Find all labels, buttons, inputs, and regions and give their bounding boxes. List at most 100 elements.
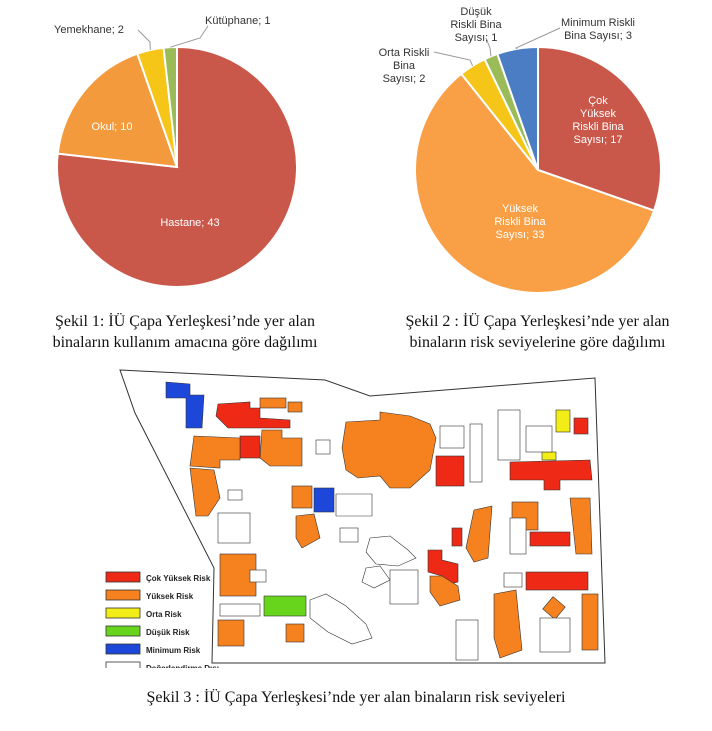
building-high-risk — [295, 513, 321, 549]
building-high-risk — [429, 575, 461, 607]
building-low-risk — [263, 595, 307, 617]
building-not-evaluated — [315, 439, 331, 455]
pie-slice — [162, 45, 178, 168]
map-legend: Çok Yüksek Risk Yüksek Risk Orta Risk Düşük… — [105, 571, 219, 668]
building-not-evaluated — [497, 409, 521, 461]
building-not-evaluated — [249, 569, 267, 583]
slice-label: Sayısı; 1 — [455, 32, 498, 44]
building-high-risk — [189, 435, 241, 469]
slice-label: Okul; 10 — [92, 121, 133, 133]
legend-label: Değerlendirme Dışı — [146, 664, 219, 668]
building-not-evaluated — [455, 619, 479, 661]
legend-swatch — [105, 607, 141, 619]
legend-label: Düşük Risk — [146, 628, 190, 637]
legend-label: Çok Yüksek Risk — [146, 574, 211, 583]
building-not-evaluated — [219, 603, 261, 617]
leader-line — [514, 27, 561, 50]
slice-label: Minimum Riskli — [561, 17, 635, 29]
slice-label: Kütüphane; 1 — [205, 15, 270, 27]
building-not-evaluated — [539, 617, 571, 653]
building-not-evaluated — [227, 489, 243, 501]
slice-label: Yemekhane; 2 — [54, 24, 124, 36]
leader-line — [485, 37, 492, 57]
building-high-risk — [259, 429, 303, 467]
pie-chart-usage: Hastane; 43 Okul; 10 Yemekhane; 2 Kütüphane… — [54, 15, 298, 288]
figure1-caption-line2: binaların kullanım amacına göre dağılımı — [52, 334, 318, 351]
building-very-high-risk — [509, 459, 593, 491]
building-not-evaluated — [469, 423, 483, 483]
building-not-evaluated — [361, 565, 391, 589]
building-not-evaluated — [335, 493, 373, 517]
slice-label: Düşük — [460, 6, 492, 18]
building-minimum-risk — [313, 487, 335, 513]
slice-label: Yüksek — [580, 108, 617, 120]
slice-label: Orta Riskli — [379, 47, 430, 59]
building-not-evaluated — [365, 535, 417, 567]
legend-label: Minimum Risk — [146, 646, 201, 655]
building-high-risk — [493, 589, 523, 659]
building-medium-risk — [541, 451, 557, 461]
figure1-caption: Şekil 1: İÜ Çapa Yerleşkesi’nde yer alan… — [20, 311, 350, 353]
slice-label: Sayısı; 2 — [383, 73, 426, 85]
building-high-risk — [189, 467, 221, 517]
slice-label: Riskli Bina — [572, 121, 624, 133]
building-very-high-risk — [525, 571, 589, 591]
legend-swatch — [105, 661, 141, 668]
slice-label: Bina Sayısı; 3 — [564, 30, 632, 42]
building-high-risk — [259, 397, 287, 409]
legend-label: Orta Risk — [146, 610, 182, 619]
legend-swatch — [105, 643, 141, 655]
legend-swatch — [105, 571, 141, 583]
building-high-risk — [581, 593, 599, 651]
building-medium-risk — [555, 409, 571, 433]
building-not-evaluated — [525, 425, 553, 453]
slice-label: Çok — [588, 95, 608, 107]
legend-label: Yüksek Risk — [146, 592, 194, 601]
building-high-risk — [341, 411, 437, 489]
slice-label: Hastane; 43 — [160, 217, 219, 229]
pie-slice — [414, 72, 656, 294]
leader-line — [137, 29, 151, 51]
building-not-evaluated — [439, 425, 465, 449]
building-very-high-risk — [451, 527, 463, 547]
slice-label: Bina — [393, 60, 416, 72]
slice-label: Riskli Bina — [450, 19, 502, 31]
building-high-risk — [217, 619, 245, 647]
leader-line — [433, 51, 474, 67]
building-high-risk — [285, 623, 305, 643]
building-very-high-risk — [573, 417, 589, 435]
slice-label: Yüksek — [502, 203, 539, 215]
pie-slice — [537, 45, 662, 212]
building-not-evaluated — [309, 593, 373, 645]
legend-swatch — [105, 589, 141, 601]
building-very-high-risk — [529, 531, 571, 547]
building-very-high-risk — [427, 549, 459, 585]
building-high-risk — [287, 401, 303, 413]
building-not-evaluated — [509, 517, 527, 555]
slice-label: Riskli Bina — [494, 216, 546, 228]
building-minimum-risk — [165, 381, 205, 429]
building-high-risk — [465, 505, 493, 563]
building-not-evaluated — [339, 527, 359, 543]
figure3-caption: Şekil 3 : İÜ Çapa Yerleşkesi’nde yer ala… — [146, 689, 566, 706]
campus-risk-map: Çok Yüksek Risk Yüksek Risk Orta Risk Düşük… — [105, 369, 606, 668]
figure2-caption-line2: binaların risk seviyelerine göre dağılım… — [409, 334, 666, 351]
legend-swatch — [105, 625, 141, 637]
slice-label: Sayısı; 33 — [496, 229, 545, 241]
leader-line — [170, 25, 209, 48]
building-very-high-risk — [239, 435, 261, 459]
building-very-high-risk — [435, 455, 465, 487]
figure1-caption-line1: Şekil 1: İÜ Çapa Yerleşkesi’nde yer alan — [55, 313, 315, 330]
building-very-high-risk — [215, 401, 291, 429]
figure2-caption-line1: Şekil 2 : İÜ Çapa Yerleşkesi’nde yer ala… — [405, 313, 670, 330]
building-not-evaluated — [217, 512, 251, 544]
building-not-evaluated — [503, 572, 523, 588]
slice-label: Sayısı; 17 — [574, 134, 623, 146]
building-high-risk — [569, 497, 593, 555]
pie-slice — [496, 45, 539, 171]
building-not-evaluated — [389, 569, 419, 605]
figure2-caption: Şekil 2 : İÜ Çapa Yerleşkesi’nde yer ala… — [365, 311, 710, 353]
building-high-risk — [291, 485, 313, 509]
building-high-risk — [542, 596, 566, 620]
